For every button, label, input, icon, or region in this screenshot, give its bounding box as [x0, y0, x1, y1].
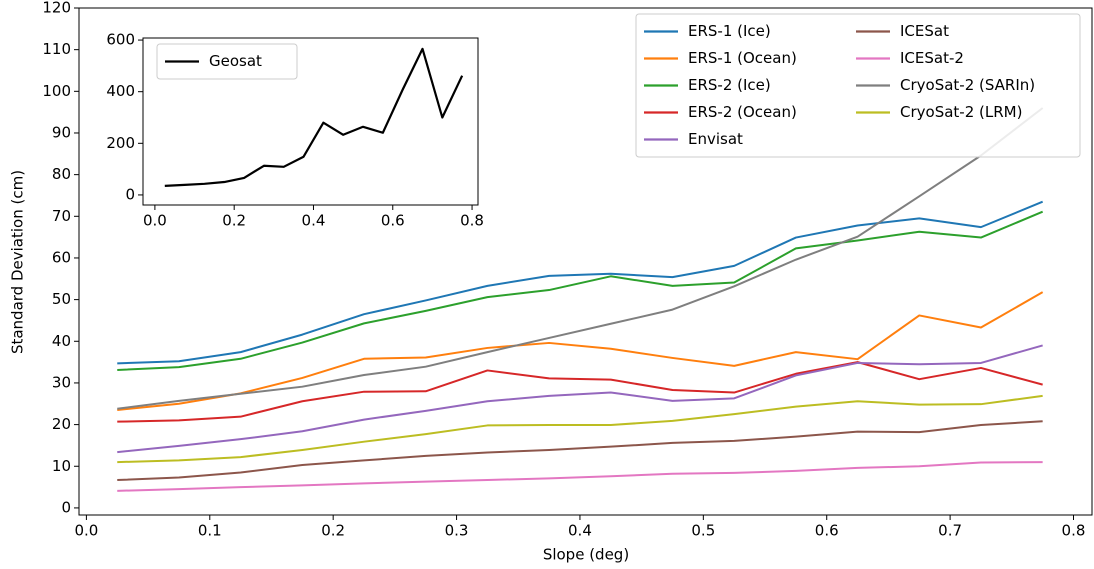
series-line — [117, 420, 1043, 482]
series-line — [117, 361, 1043, 423]
series-line — [117, 291, 1044, 412]
series-line — [117, 200, 1044, 365]
x-tick-label: 0.3 — [445, 522, 469, 540]
legend-label: ICESat — [900, 22, 949, 40]
legend-label: Geosat — [209, 52, 262, 70]
plot-frame — [142, 37, 479, 206]
legend-label: ERS-1 (Ocean) — [688, 49, 797, 67]
x-tick-label: 0.6 — [381, 212, 405, 230]
series-line — [117, 107, 1044, 410]
y-tick-label: 100 — [42, 82, 71, 100]
legend-label: ICESat-2 — [900, 49, 964, 67]
x-tick-label: 0.0 — [143, 212, 167, 230]
x-tick-label: 0.5 — [691, 522, 715, 540]
series-line — [117, 210, 1044, 372]
legend-label: ERS-2 (Ocean) — [688, 103, 797, 121]
series-line — [117, 461, 1043, 492]
x-tick-label: 0.6 — [815, 522, 839, 540]
y-tick-label: 200 — [106, 134, 135, 152]
x-tick-label: 0.0 — [74, 522, 98, 540]
y-tick-label: 30 — [52, 373, 71, 391]
series-line — [117, 394, 1043, 464]
y-tick-label: 400 — [106, 82, 135, 100]
x-axis-label: Slope (deg) — [543, 546, 629, 564]
x-tick-label: 0.2 — [222, 212, 246, 230]
x-tick-label: 0.1 — [198, 522, 222, 540]
legend-box — [156, 43, 298, 80]
y-tick-label: 90 — [52, 123, 71, 141]
y-tick-label: 600 — [106, 31, 135, 49]
y-tick-label: 20 — [52, 415, 71, 433]
x-tick-label: 0.4 — [568, 522, 592, 540]
y-tick-label: 60 — [52, 248, 71, 266]
y-tick-label: 40 — [52, 332, 71, 350]
y-tick-label: 70 — [52, 207, 71, 225]
legend-label: ERS-2 (Ice) — [688, 76, 771, 94]
x-tick-label: 0.8 — [1062, 522, 1086, 540]
series-line — [164, 47, 464, 187]
y-tick-label: 0 — [61, 498, 71, 516]
x-tick-label: 0.8 — [460, 212, 484, 230]
plot-frame — [78, 7, 1093, 516]
series-line — [117, 344, 1043, 454]
y-tick-label: 10 — [52, 457, 71, 475]
x-tick-label: 0.4 — [302, 212, 326, 230]
legend-label: ERS-1 (Ice) — [688, 22, 771, 40]
y-tick-label: 0 — [125, 185, 135, 203]
y-axis-label: Standard Deviation (cm) — [9, 170, 27, 354]
legend-label: Envisat — [688, 130, 743, 148]
y-tick-label: 50 — [52, 290, 71, 308]
y-tick-label: 110 — [42, 40, 71, 58]
x-tick-label: 0.7 — [938, 522, 962, 540]
legend-label: CryoSat-2 (SARIn) — [900, 76, 1035, 94]
y-tick-label: 80 — [52, 165, 71, 183]
x-tick-label: 0.2 — [321, 522, 345, 540]
y-tick-label: 120 — [42, 0, 71, 17]
legend-label: CryoSat-2 (LRM) — [900, 103, 1022, 121]
